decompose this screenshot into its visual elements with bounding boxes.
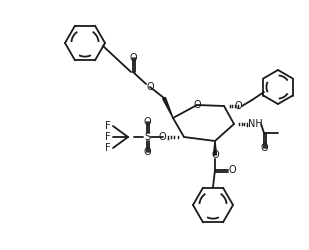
Polygon shape xyxy=(214,141,217,155)
Text: F: F xyxy=(105,143,111,153)
Text: O: O xyxy=(143,117,151,127)
Text: O: O xyxy=(159,132,166,142)
Polygon shape xyxy=(163,98,173,118)
Text: O: O xyxy=(143,147,151,157)
Text: O: O xyxy=(234,101,242,111)
Text: O: O xyxy=(260,143,268,153)
Text: O: O xyxy=(228,165,236,175)
Text: O: O xyxy=(211,150,219,160)
Text: NH: NH xyxy=(248,119,263,129)
Text: O: O xyxy=(146,82,154,92)
Text: O: O xyxy=(129,53,137,63)
Text: S: S xyxy=(144,132,150,142)
Text: O: O xyxy=(193,100,201,110)
Text: F: F xyxy=(105,132,111,142)
Text: F: F xyxy=(105,121,111,131)
